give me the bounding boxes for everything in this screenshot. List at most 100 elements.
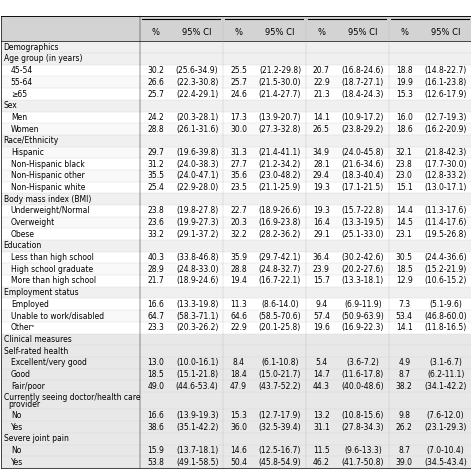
- Text: 23.9: 23.9: [313, 265, 330, 274]
- Text: 14.1: 14.1: [313, 113, 330, 122]
- Text: Good: Good: [11, 370, 31, 379]
- Text: 95% CI: 95% CI: [182, 28, 212, 37]
- Text: (25.1-33.0): (25.1-33.0): [342, 230, 384, 239]
- Text: 14.6: 14.6: [230, 446, 247, 455]
- Bar: [1, 170, 471, 182]
- Text: 53.4: 53.4: [396, 311, 413, 320]
- Text: 21.3: 21.3: [313, 90, 330, 99]
- Text: 4.9: 4.9: [398, 358, 410, 367]
- Text: Unable to work/disabled: Unable to work/disabled: [11, 311, 104, 320]
- Text: Severe joint pain: Severe joint pain: [4, 434, 69, 443]
- Text: (7.6-12.0): (7.6-12.0): [427, 411, 465, 420]
- Text: 15.3: 15.3: [396, 90, 413, 99]
- Text: 38.6: 38.6: [147, 422, 164, 431]
- Text: (15.2-21.9): (15.2-21.9): [425, 265, 467, 274]
- Text: (34.1-42.2): (34.1-42.2): [424, 382, 467, 391]
- Text: More than high school: More than high school: [11, 276, 96, 285]
- Text: (11.4-17.6): (11.4-17.6): [424, 218, 467, 227]
- Text: (21.5-30.0): (21.5-30.0): [259, 78, 301, 87]
- Bar: [1, 299, 471, 310]
- Text: 22.9: 22.9: [230, 323, 247, 332]
- Text: 7.3: 7.3: [398, 300, 410, 309]
- Bar: [1, 228, 471, 240]
- Text: 55-64: 55-64: [11, 78, 33, 87]
- Text: (32.5-39.4): (32.5-39.4): [259, 422, 301, 431]
- Text: 14.4: 14.4: [396, 206, 413, 215]
- Bar: [1, 182, 471, 193]
- Text: 31.1: 31.1: [313, 422, 330, 431]
- Text: (24.8-32.7): (24.8-32.7): [259, 265, 301, 274]
- Text: (16.8-24.6): (16.8-24.6): [342, 66, 384, 75]
- Text: 16.0: 16.0: [396, 113, 413, 122]
- Text: 18.4: 18.4: [230, 370, 247, 379]
- Bar: [1, 275, 471, 287]
- Text: (24.8-33.0): (24.8-33.0): [176, 265, 219, 274]
- Text: (23.0-48.2): (23.0-48.2): [259, 171, 301, 180]
- Text: Excellent/very good: Excellent/very good: [11, 358, 87, 367]
- Text: Age group (in years): Age group (in years): [4, 55, 82, 64]
- Text: Non-Hispanic white: Non-Hispanic white: [11, 183, 85, 192]
- Bar: [1, 310, 471, 322]
- Text: 32.1: 32.1: [396, 148, 412, 157]
- Text: 95% CI: 95% CI: [348, 28, 378, 37]
- Text: 13.2: 13.2: [313, 411, 330, 420]
- Text: (26.1-31.6): (26.1-31.6): [176, 125, 219, 134]
- Text: (6.1-10.8): (6.1-10.8): [261, 358, 299, 367]
- Text: 35.9: 35.9: [230, 253, 247, 262]
- Text: (17.7-30.0): (17.7-30.0): [424, 160, 467, 169]
- Text: 27.7: 27.7: [230, 160, 247, 169]
- Text: (16.9-23.8): (16.9-23.8): [259, 218, 301, 227]
- Text: 19.3: 19.3: [313, 183, 330, 192]
- Text: (19.5-26.8): (19.5-26.8): [424, 230, 467, 239]
- Text: (27.3-32.8): (27.3-32.8): [259, 125, 301, 134]
- Text: (27.8-34.3): (27.8-34.3): [342, 422, 384, 431]
- Text: (3.6-7.2): (3.6-7.2): [346, 358, 379, 367]
- Bar: [1, 53, 471, 65]
- Text: (15.1-21.8): (15.1-21.8): [176, 370, 218, 379]
- Bar: [1, 135, 471, 146]
- Text: 49.0: 49.0: [147, 382, 164, 391]
- Text: (21.2-34.2): (21.2-34.2): [259, 160, 301, 169]
- Text: 31.3: 31.3: [230, 148, 247, 157]
- Text: 18.5: 18.5: [396, 265, 412, 274]
- Text: (12.7-17.9): (12.7-17.9): [259, 411, 301, 420]
- Bar: [1, 193, 471, 205]
- Text: (43.7-52.2): (43.7-52.2): [259, 382, 301, 391]
- Text: 11.3: 11.3: [230, 300, 247, 309]
- Text: 29.1: 29.1: [313, 230, 330, 239]
- Text: (15.7-22.8): (15.7-22.8): [342, 206, 384, 215]
- Text: Fair/poor: Fair/poor: [11, 382, 45, 391]
- Text: Women: Women: [11, 125, 39, 134]
- Text: 28.8: 28.8: [230, 265, 247, 274]
- Text: 19.6: 19.6: [313, 323, 330, 332]
- Text: (5.1-9.6): (5.1-9.6): [429, 300, 462, 309]
- Text: %: %: [400, 28, 408, 37]
- Text: (58.3-71.1): (58.3-71.1): [176, 311, 219, 320]
- Text: (24.0-38.3): (24.0-38.3): [176, 160, 219, 169]
- Text: (40.0-48.6): (40.0-48.6): [341, 382, 384, 391]
- Text: (15.0-21.7): (15.0-21.7): [259, 370, 301, 379]
- Text: 45-54: 45-54: [11, 66, 33, 75]
- Bar: [1, 345, 471, 357]
- Text: (14.8-22.7): (14.8-22.7): [425, 66, 467, 75]
- Text: (10.8-15.6): (10.8-15.6): [342, 411, 384, 420]
- Text: 28.9: 28.9: [147, 265, 164, 274]
- Bar: [1, 252, 471, 264]
- Text: 25.5: 25.5: [230, 66, 247, 75]
- Bar: [1, 264, 471, 275]
- Text: 35.5: 35.5: [147, 171, 164, 180]
- Text: ≥65: ≥65: [11, 90, 27, 99]
- Text: 25.4: 25.4: [147, 183, 164, 192]
- Text: 24.6: 24.6: [230, 90, 247, 99]
- Text: Otherᶜ: Otherᶜ: [11, 323, 35, 332]
- Text: (24.0-47.1): (24.0-47.1): [176, 171, 219, 180]
- Text: (22.4-29.1): (22.4-29.1): [176, 90, 218, 99]
- Text: (24.4-36.6): (24.4-36.6): [424, 253, 467, 262]
- Text: 30.2: 30.2: [147, 66, 164, 75]
- Text: Men: Men: [11, 113, 27, 122]
- Text: Hispanic: Hispanic: [11, 148, 44, 157]
- Text: (11.8-16.5): (11.8-16.5): [425, 323, 467, 332]
- Bar: [1, 380, 471, 392]
- Text: 30.5: 30.5: [396, 253, 413, 262]
- Text: (16.1-23.8): (16.1-23.8): [425, 78, 467, 87]
